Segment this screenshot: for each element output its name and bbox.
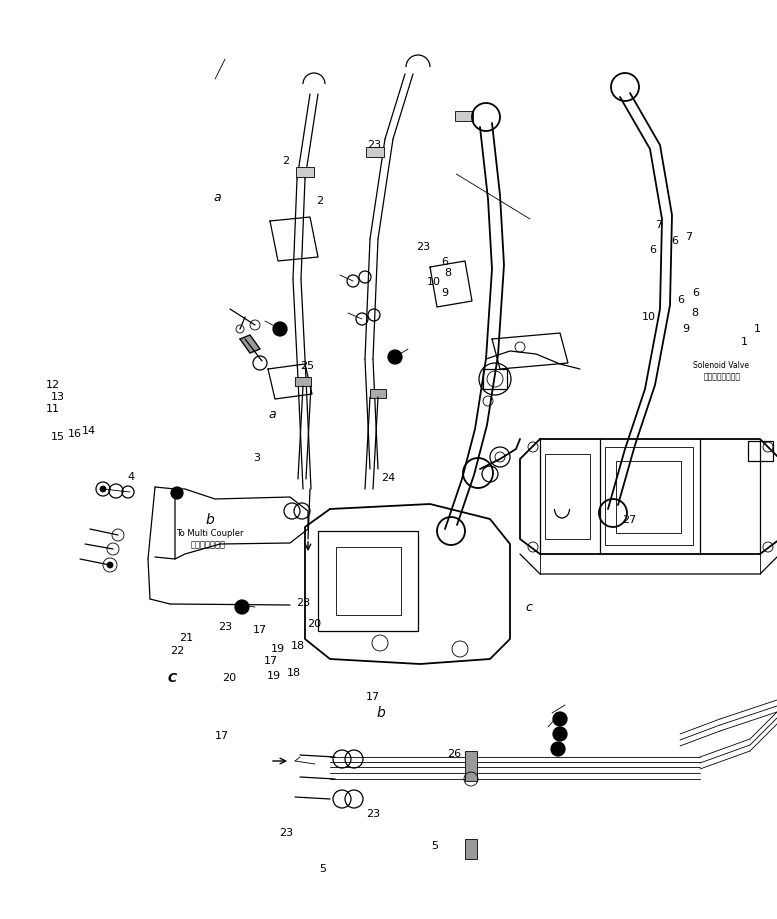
Text: 20: 20 bbox=[308, 618, 322, 628]
Text: 23: 23 bbox=[366, 809, 380, 818]
Text: 12: 12 bbox=[46, 380, 60, 389]
Text: 6: 6 bbox=[671, 236, 678, 245]
Text: To Multi Coupler: To Multi Coupler bbox=[176, 528, 243, 538]
Text: 24: 24 bbox=[382, 473, 395, 482]
Text: 18: 18 bbox=[291, 641, 305, 650]
Text: 22: 22 bbox=[170, 646, 184, 655]
Circle shape bbox=[100, 486, 106, 493]
Circle shape bbox=[273, 323, 287, 336]
Circle shape bbox=[171, 487, 183, 499]
Text: b: b bbox=[205, 512, 214, 527]
Text: 2: 2 bbox=[282, 156, 290, 165]
Bar bbox=[296, 168, 314, 177]
Text: c: c bbox=[525, 600, 531, 613]
Text: 5: 5 bbox=[431, 841, 439, 850]
Text: 19: 19 bbox=[267, 671, 280, 680]
Text: 17: 17 bbox=[263, 655, 277, 664]
Text: 25: 25 bbox=[300, 361, 314, 370]
Text: 23: 23 bbox=[296, 597, 310, 607]
Text: 26: 26 bbox=[448, 749, 462, 758]
Text: 4: 4 bbox=[127, 471, 134, 481]
Text: b: b bbox=[376, 705, 385, 720]
Text: 8: 8 bbox=[691, 308, 699, 317]
Bar bbox=[455, 112, 473, 122]
Text: 17: 17 bbox=[214, 731, 228, 740]
Text: 21: 21 bbox=[179, 632, 193, 641]
Text: 7: 7 bbox=[685, 233, 692, 242]
Text: マルチカプラヘ: マルチカプラヘ bbox=[190, 539, 226, 549]
Bar bbox=[295, 378, 311, 387]
Text: 2: 2 bbox=[316, 196, 324, 205]
Text: ソレノイドバルブ: ソレノイドバルブ bbox=[704, 372, 741, 381]
Text: 1: 1 bbox=[740, 337, 748, 346]
Text: a: a bbox=[214, 191, 221, 204]
Text: 9: 9 bbox=[681, 324, 689, 334]
Text: a: a bbox=[268, 407, 276, 420]
Text: 16: 16 bbox=[68, 429, 82, 438]
Bar bbox=[336, 548, 401, 616]
Text: C: C bbox=[168, 671, 177, 684]
Circle shape bbox=[235, 600, 249, 614]
Text: 23: 23 bbox=[218, 622, 232, 631]
Text: 1: 1 bbox=[754, 324, 761, 334]
Bar bbox=[605, 448, 693, 545]
Text: 6: 6 bbox=[441, 257, 448, 267]
Text: 11: 11 bbox=[46, 404, 60, 414]
Bar bbox=[545, 455, 590, 539]
Text: 17: 17 bbox=[366, 692, 380, 701]
Text: 23: 23 bbox=[368, 141, 382, 150]
Text: 17: 17 bbox=[253, 625, 267, 634]
Text: 7: 7 bbox=[655, 221, 663, 230]
Text: 13: 13 bbox=[51, 392, 65, 402]
Text: 18: 18 bbox=[287, 668, 301, 677]
Bar bbox=[483, 369, 507, 390]
Text: Solenoid Valve: Solenoid Valve bbox=[693, 360, 749, 369]
Text: 23: 23 bbox=[279, 827, 293, 836]
Text: 15: 15 bbox=[51, 432, 65, 441]
Bar bbox=[748, 441, 773, 461]
Text: 23: 23 bbox=[416, 242, 430, 251]
Text: 6: 6 bbox=[677, 295, 685, 304]
Circle shape bbox=[551, 743, 565, 756]
Bar bbox=[366, 148, 384, 158]
Bar bbox=[465, 751, 477, 781]
Text: 14: 14 bbox=[82, 425, 96, 435]
Circle shape bbox=[553, 727, 567, 742]
Circle shape bbox=[553, 712, 567, 726]
Text: 10: 10 bbox=[642, 312, 656, 322]
Bar bbox=[616, 461, 681, 533]
Bar bbox=[318, 531, 418, 631]
Circle shape bbox=[107, 562, 113, 568]
Polygon shape bbox=[240, 335, 260, 354]
Text: 10: 10 bbox=[427, 278, 441, 287]
Text: 20: 20 bbox=[222, 673, 236, 682]
Text: 19: 19 bbox=[271, 643, 285, 652]
Text: 3: 3 bbox=[253, 453, 260, 462]
Text: 27: 27 bbox=[622, 515, 636, 524]
Text: 9: 9 bbox=[441, 288, 448, 297]
Text: 8: 8 bbox=[444, 268, 451, 278]
Circle shape bbox=[388, 351, 402, 365]
Text: 6: 6 bbox=[649, 245, 657, 255]
Bar bbox=[370, 390, 386, 399]
Bar bbox=[465, 839, 477, 859]
Text: 5: 5 bbox=[319, 864, 326, 873]
Text: 6: 6 bbox=[692, 288, 700, 297]
